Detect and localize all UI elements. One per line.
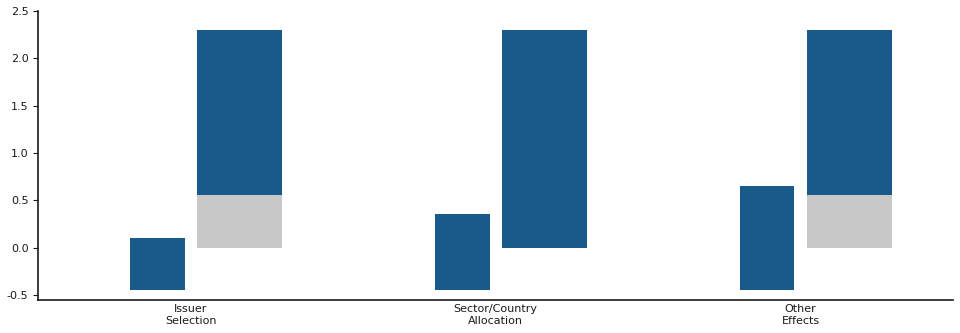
- Bar: [502, 30, 588, 247]
- Bar: [435, 214, 490, 290]
- Bar: [197, 30, 282, 247]
- Bar: [130, 238, 184, 290]
- Bar: [197, 30, 282, 195]
- Bar: [806, 30, 892, 247]
- Bar: [806, 30, 892, 195]
- Bar: [502, 30, 588, 247]
- Bar: [739, 186, 795, 290]
